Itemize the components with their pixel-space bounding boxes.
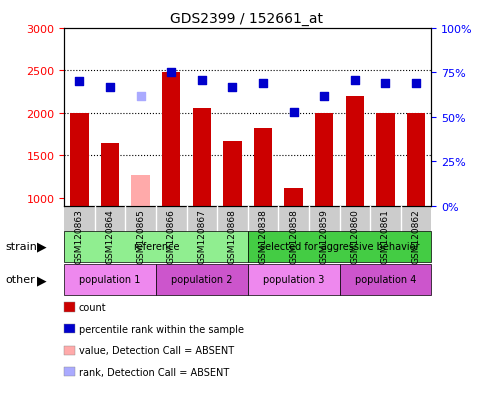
- Bar: [346, 97, 364, 206]
- Text: population 1: population 1: [79, 275, 141, 285]
- Text: GSM120860: GSM120860: [351, 209, 359, 263]
- Bar: [162, 73, 180, 206]
- Text: other: other: [5, 275, 35, 285]
- Text: rank, Detection Call = ABSENT: rank, Detection Call = ABSENT: [79, 367, 229, 377]
- Point: [167, 70, 175, 76]
- Text: GSM120859: GSM120859: [320, 209, 329, 263]
- Point: [382, 81, 389, 87]
- Text: population 2: population 2: [171, 275, 233, 285]
- Text: GSM120863: GSM120863: [75, 209, 84, 263]
- Point: [228, 84, 236, 91]
- Text: count: count: [79, 302, 106, 312]
- Text: population 4: population 4: [355, 275, 416, 285]
- Text: GSM120858: GSM120858: [289, 209, 298, 263]
- Text: GSM120868: GSM120868: [228, 209, 237, 263]
- Bar: [132, 175, 150, 206]
- Text: GSM120864: GSM120864: [106, 209, 114, 263]
- Text: GSM120838: GSM120838: [258, 209, 268, 263]
- Text: strain: strain: [5, 242, 37, 252]
- Bar: [254, 129, 272, 206]
- Text: GDS2399 / 152661_at: GDS2399 / 152661_at: [170, 12, 323, 26]
- Bar: [193, 108, 211, 206]
- Point: [198, 77, 206, 84]
- Bar: [315, 114, 333, 206]
- Text: population 3: population 3: [263, 275, 324, 285]
- Bar: [223, 141, 242, 206]
- Text: GSM120862: GSM120862: [412, 209, 421, 263]
- Point: [137, 93, 144, 100]
- Text: ▶: ▶: [37, 273, 47, 286]
- Text: GSM120866: GSM120866: [167, 209, 176, 263]
- Text: selected for aggressive behavior: selected for aggressive behavior: [260, 242, 420, 252]
- Bar: [70, 114, 89, 206]
- Point: [351, 77, 359, 84]
- Bar: [284, 189, 303, 206]
- Point: [259, 81, 267, 87]
- Point: [75, 79, 83, 85]
- Text: ▶: ▶: [37, 240, 47, 253]
- Text: percentile rank within the sample: percentile rank within the sample: [79, 324, 244, 334]
- Point: [106, 84, 114, 91]
- Bar: [376, 114, 394, 206]
- Text: GSM120867: GSM120867: [197, 209, 207, 263]
- Text: GSM120861: GSM120861: [381, 209, 390, 263]
- Text: value, Detection Call = ABSENT: value, Detection Call = ABSENT: [79, 345, 234, 355]
- Bar: [101, 144, 119, 206]
- Point: [412, 81, 420, 87]
- Bar: [407, 114, 425, 206]
- Text: GSM120865: GSM120865: [136, 209, 145, 263]
- Point: [320, 93, 328, 100]
- Point: [290, 109, 298, 116]
- Text: reference: reference: [133, 242, 179, 252]
